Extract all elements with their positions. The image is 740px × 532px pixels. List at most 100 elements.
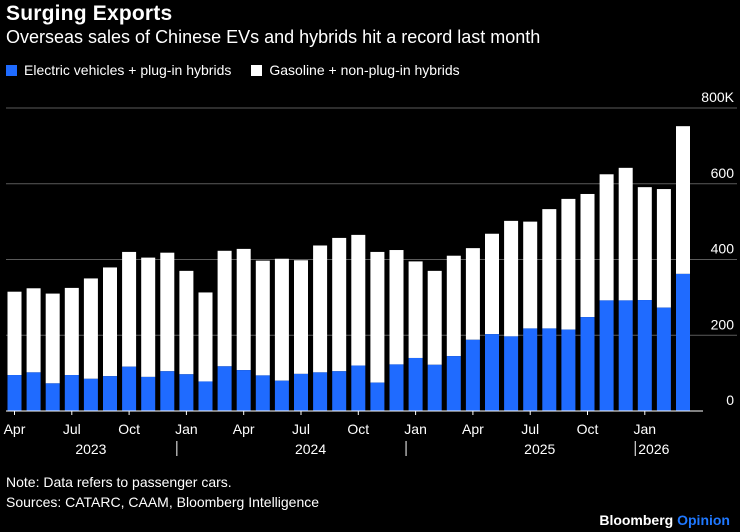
x-tick-label: Jan: [404, 421, 427, 437]
bar-ev: [370, 382, 385, 411]
bar-ev: [504, 336, 519, 411]
bar-ev: [179, 374, 194, 411]
legend-item-ev: Electric vehicles + plug-in hybrids: [6, 62, 231, 78]
year-label: 2025: [524, 441, 555, 457]
legend-swatch-ev: [6, 64, 17, 76]
bar-ev: [45, 383, 60, 411]
x-tick-label: Oct: [347, 421, 369, 437]
bar-gasoline: [427, 270, 442, 365]
bar-gasoline: [618, 167, 633, 301]
bar-ev: [580, 317, 595, 411]
bar-ev: [561, 329, 576, 411]
bar-ev: [141, 376, 156, 411]
bar-gasoline: [26, 288, 41, 373]
x-tick-label: Apr: [462, 421, 484, 437]
bar-gasoline: [542, 209, 557, 329]
bar-ev: [427, 364, 442, 411]
bar-ev: [485, 334, 499, 411]
bar-chart: 0 200 400 600 800K Apr Jul Oct Jan Apr Jul Oct Jan Ap…: [4, 89, 737, 457]
bar-gasoline: [236, 248, 251, 371]
bar-gasoline: [64, 287, 79, 376]
bar-ev: [103, 376, 117, 411]
bar-gasoline: [485, 233, 499, 335]
x-tick-label: Jul: [521, 421, 539, 437]
chart-note: Note: Data refers to passenger cars.: [6, 474, 232, 490]
x-tick-label: Apr: [4, 421, 26, 437]
bar-gasoline: [370, 251, 385, 383]
bar-gasoline: [313, 245, 328, 373]
legend-label-ev: Electric vehicles + plug-in hybrids: [24, 62, 232, 78]
x-tick-label: Jan: [634, 421, 657, 437]
legend-label-gasoline: Gasoline + non-plug-in hybrids: [269, 62, 460, 78]
bar-gasoline: [580, 193, 595, 318]
bar-ev: [313, 372, 328, 411]
bar-gasoline: [408, 261, 423, 358]
bar-gasoline: [504, 220, 519, 337]
chart-subtitle: Overseas sales of Chinese EVs and hybrid…: [6, 27, 541, 47]
bar-gasoline: [122, 251, 137, 367]
bar-ev: [64, 375, 79, 411]
x-tick-label: Jan: [175, 421, 198, 437]
bar-ev: [198, 381, 213, 411]
year-label: 2023: [75, 441, 106, 457]
year-label: 2024: [295, 441, 326, 457]
bar-ev: [676, 273, 690, 411]
bar-ev: [523, 328, 538, 411]
bar-ev: [618, 300, 633, 411]
bar-ev: [7, 375, 22, 411]
bar-ev: [83, 378, 98, 411]
y-tick-label: 800K: [701, 89, 734, 105]
y-tick-label: 200: [711, 316, 735, 332]
x-tick-label: Apr: [233, 421, 255, 437]
bar-gasoline: [446, 255, 461, 357]
bar-gasoline: [7, 291, 22, 376]
bar-ev: [542, 328, 557, 411]
bar-ev: [236, 370, 251, 411]
bar-gasoline: [351, 234, 366, 366]
bar-gasoline: [255, 260, 270, 376]
y-tick-label: 400: [711, 241, 735, 257]
bar-ev: [408, 357, 423, 411]
bar-ev: [351, 365, 366, 411]
bar-gasoline: [637, 187, 652, 301]
bar-gasoline: [217, 250, 232, 367]
bar-ev: [160, 371, 175, 411]
brand-name: Bloomberg: [599, 512, 674, 528]
bar-gasoline: [656, 189, 671, 308]
bar-ev: [255, 375, 270, 411]
bar-gasoline: [676, 126, 690, 274]
bar-gasoline: [160, 252, 175, 372]
bar-gasoline: [198, 292, 213, 382]
bar-ev: [26, 372, 41, 411]
y-tick-label: 0: [726, 392, 734, 408]
bar-ev: [217, 366, 232, 411]
bar-gasoline: [332, 237, 347, 372]
bar-gasoline: [523, 221, 538, 329]
bar-gasoline: [561, 198, 576, 330]
legend-swatch-gasoline: [251, 64, 263, 76]
bar-gasoline: [465, 248, 480, 340]
bar-gasoline: [45, 293, 60, 384]
bar-gasoline: [599, 174, 614, 301]
year-label: 2026: [638, 441, 669, 457]
x-tick-label: Jul: [63, 421, 81, 437]
x-tick-label: Oct: [577, 421, 599, 437]
bar-ev: [446, 356, 461, 411]
bar-gasoline: [179, 270, 194, 375]
brand-suffix: Opinion: [677, 512, 730, 528]
chart-title: Surging Exports: [6, 2, 173, 25]
legend-item-gasoline: Gasoline + non-plug-in hybrids: [251, 62, 460, 78]
bar-ev: [389, 364, 404, 411]
x-tick-label: Oct: [118, 421, 140, 437]
bar-gasoline: [83, 278, 98, 379]
chart-sources: Sources: CATARC, CAAM, Bloomberg Intelli…: [6, 494, 320, 510]
bar-ev: [122, 366, 137, 411]
bar-ev: [599, 300, 614, 411]
bar-ev: [656, 307, 671, 411]
legend: Electric vehicles + plug-in hybrids Gaso…: [6, 62, 480, 78]
bar-gasoline: [103, 267, 117, 377]
bar-ev: [294, 373, 308, 411]
bar-gasoline: [294, 260, 308, 374]
bar-ev: [274, 380, 289, 411]
bar-gasoline: [274, 258, 289, 381]
